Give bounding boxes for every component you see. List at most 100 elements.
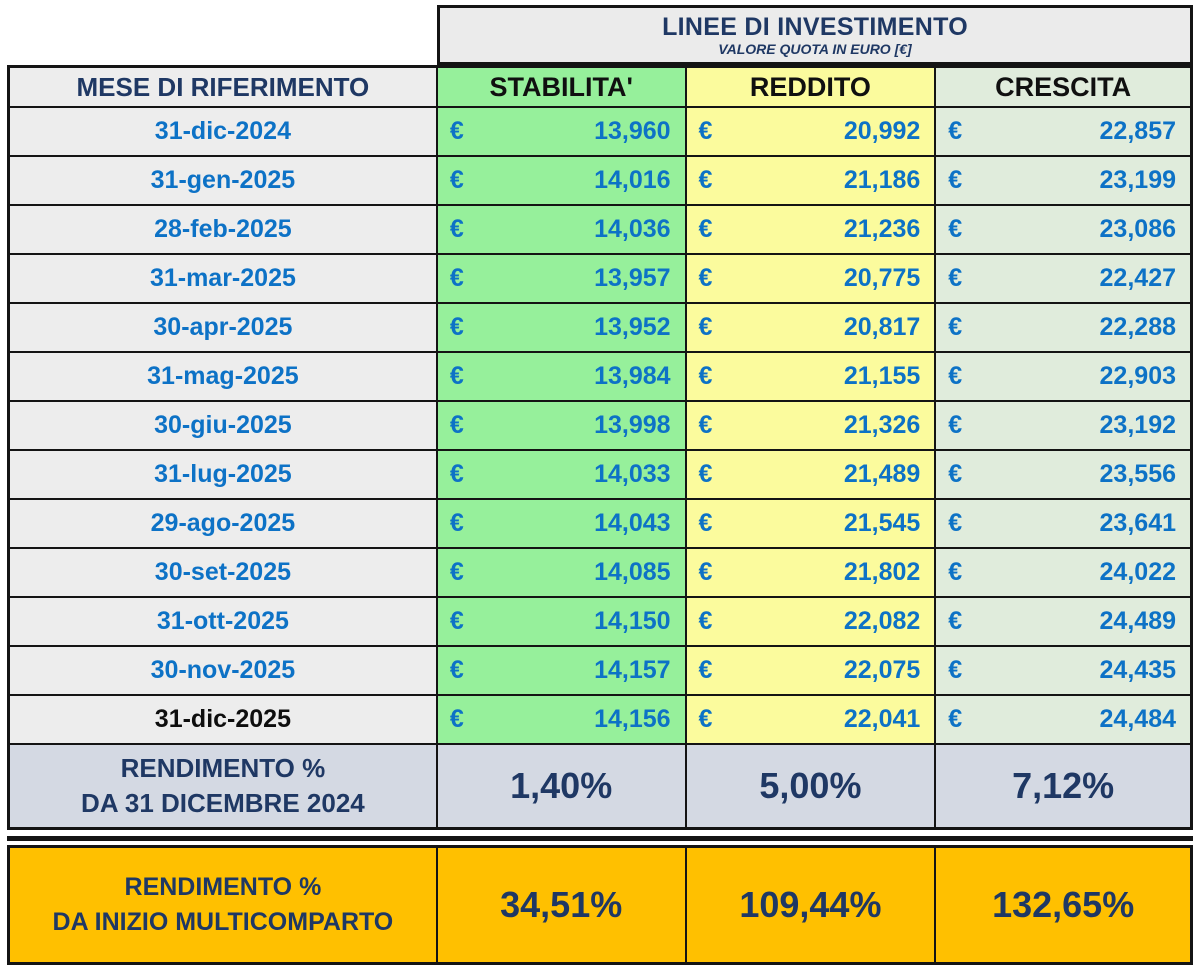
value-cell-stabilita: €14,156 — [437, 696, 687, 745]
quota-value: 23,192 — [1099, 411, 1176, 439]
euro-symbol: € — [449, 411, 464, 439]
quota-value: 22,082 — [843, 607, 921, 635]
investment-lines-header: LINEE DI INVESTIMENTO VALORE QUOTA IN EU… — [437, 5, 1193, 65]
value-cell-reddito: €21,186 — [686, 157, 937, 206]
quota-value: 14,036 — [594, 215, 671, 243]
quota-value: 21,326 — [843, 411, 921, 439]
quota-value: 14,033 — [594, 460, 671, 488]
value-cell-reddito: €21,155 — [686, 353, 937, 402]
euro-symbol: € — [449, 313, 464, 341]
month-cell: 30-set-2025 — [10, 549, 438, 598]
quota-value: 22,427 — [1099, 264, 1176, 292]
value-cell-stabilita: €14,150 — [437, 598, 687, 647]
inception-return-label-line1: RENDIMENTO % — [124, 873, 322, 901]
quota-value: 22,075 — [843, 656, 921, 684]
euro-symbol: € — [948, 215, 963, 243]
quota-values-table: MESE DI RIFERIMENTO STABILITA' REDDITO C… — [7, 65, 1193, 830]
page-title: LINEE DI INVESTIMENTO — [662, 12, 968, 41]
value-cell-crescita: €22,288 — [936, 304, 1190, 353]
value-cell-reddito: €22,041 — [686, 696, 937, 745]
quota-value: 22,903 — [1099, 362, 1176, 390]
value-cell-reddito: €21,545 — [686, 500, 937, 549]
euro-symbol: € — [449, 117, 464, 145]
quota-value: 23,086 — [1099, 215, 1176, 243]
euro-symbol: € — [698, 264, 713, 292]
euro-symbol: € — [948, 362, 963, 390]
inception-return-crescita: 132,65% — [992, 884, 1135, 925]
quota-value: 23,199 — [1099, 166, 1176, 194]
euro-symbol: € — [698, 362, 713, 390]
euro-symbol: € — [449, 558, 464, 586]
value-cell-reddito: €21,489 — [686, 451, 937, 500]
euro-symbol: € — [449, 460, 464, 488]
quota-value: 13,960 — [594, 117, 671, 145]
inception-return-table: RENDIMENTO % DA INIZIO MULTICOMPARTO 34,… — [7, 845, 1193, 965]
value-cell-crescita: €23,556 — [936, 451, 1190, 500]
column-header-stabilita: STABILITA' — [437, 68, 687, 108]
month-cell: 31-lug-2025 — [10, 451, 438, 500]
value-cell-reddito: €21,236 — [686, 206, 937, 255]
quota-value: 21,545 — [843, 509, 921, 537]
month-cell: 30-nov-2025 — [10, 647, 438, 696]
quota-value: 14,150 — [594, 607, 671, 635]
quota-value: 13,952 — [594, 313, 671, 341]
euro-symbol: € — [449, 362, 464, 390]
quota-value: 20,817 — [843, 313, 921, 341]
month-cell: 31-mag-2025 — [10, 353, 438, 402]
inception-return-label-line2: DA INIZIO MULTICOMPARTO — [52, 908, 394, 936]
value-cell-crescita: €24,435 — [936, 647, 1190, 696]
value-cell-stabilita: €13,952 — [437, 304, 687, 353]
month-cell: 31-gen-2025 — [10, 157, 438, 206]
inception-return-label: RENDIMENTO % DA INIZIO MULTICOMPARTO — [10, 848, 438, 962]
euro-symbol: € — [948, 460, 963, 488]
page-subtitle: VALORE QUOTA IN EURO [€] — [718, 40, 912, 57]
value-cell-stabilita: €14,043 — [437, 500, 687, 549]
euro-symbol: € — [948, 264, 963, 292]
quota-value: 24,022 — [1099, 558, 1176, 586]
month-cell: 29-ago-2025 — [10, 500, 438, 549]
ytd-return-label-line2: DA 31 DICEMBRE 2024 — [81, 788, 365, 818]
ytd-return-crescita: 7,12% — [936, 745, 1190, 827]
column-header-month: MESE DI RIFERIMENTO — [10, 68, 438, 108]
quota-value: 22,857 — [1099, 117, 1176, 145]
column-header-crescita: CRESCITA — [936, 68, 1190, 108]
euro-symbol: € — [948, 558, 963, 586]
value-cell-stabilita: €14,085 — [437, 549, 687, 598]
euro-symbol: € — [449, 264, 464, 292]
value-cell-crescita: €24,489 — [936, 598, 1190, 647]
euro-symbol: € — [948, 607, 963, 635]
euro-symbol: € — [698, 656, 713, 684]
quota-value: 21,236 — [843, 215, 921, 243]
value-cell-reddito: €21,326 — [686, 402, 937, 451]
value-cell-crescita: €24,022 — [936, 549, 1190, 598]
value-cell-crescita: €22,427 — [936, 255, 1190, 304]
column-header-reddito: REDDITO — [686, 68, 937, 108]
quota-value: 14,016 — [594, 166, 671, 194]
inception-return-reddito: 109,44% — [687, 848, 937, 962]
ytd-return-label: RENDIMENTO % DA 31 DICEMBRE 2024 — [10, 745, 438, 827]
value-cell-stabilita: €14,033 — [437, 451, 687, 500]
value-cell-crescita: €24,484 — [936, 696, 1190, 745]
month-cell: 31-dic-2025 — [10, 696, 438, 745]
quota-value: 21,802 — [843, 558, 921, 586]
euro-symbol: € — [948, 411, 963, 439]
euro-symbol: € — [449, 215, 464, 243]
quota-value: 14,043 — [594, 509, 671, 537]
euro-symbol: € — [948, 705, 963, 733]
euro-symbol: € — [449, 656, 464, 684]
quota-value: 23,556 — [1099, 460, 1176, 488]
value-cell-stabilita: €14,157 — [437, 647, 687, 696]
quota-value: 22,041 — [843, 705, 921, 733]
month-cell: 30-giu-2025 — [10, 402, 438, 451]
value-cell-reddito: €20,775 — [686, 255, 937, 304]
quota-value: 24,435 — [1099, 656, 1176, 684]
value-cell-reddito: €22,082 — [686, 598, 937, 647]
quota-value: 14,157 — [594, 656, 671, 684]
value-cell-reddito: €20,817 — [686, 304, 937, 353]
value-cell-reddito: €22,075 — [686, 647, 937, 696]
value-cell-stabilita: €13,998 — [437, 402, 687, 451]
ytd-return-reddito: 5,00% — [686, 745, 937, 827]
value-cell-crescita: €23,086 — [936, 206, 1190, 255]
euro-symbol: € — [948, 117, 963, 145]
